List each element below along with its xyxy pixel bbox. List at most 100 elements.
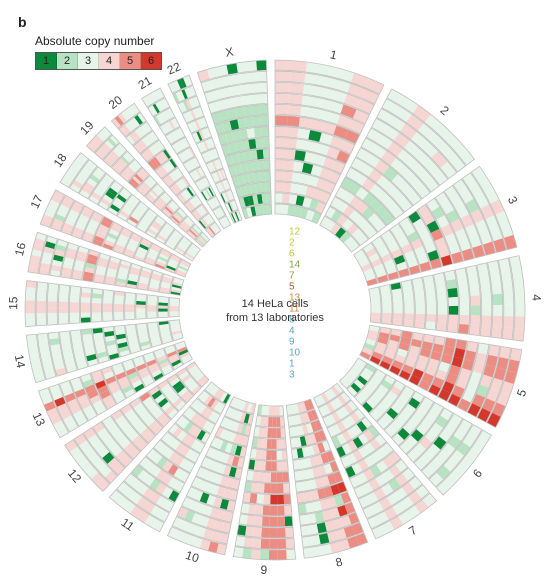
heat-cell <box>285 149 296 160</box>
chrom-label: 21 <box>136 73 155 92</box>
heat-cell <box>285 527 294 538</box>
heat-cell <box>437 298 447 307</box>
heat-cell <box>470 295 481 305</box>
heat-cell <box>272 417 276 427</box>
heat-cell <box>288 105 302 116</box>
heat-cell <box>48 289 59 296</box>
heat-cell <box>261 527 269 537</box>
heat-cell <box>269 528 277 538</box>
heat-cell <box>425 291 436 300</box>
heat-cell <box>415 314 425 322</box>
heat-cell <box>125 300 135 304</box>
heat-cell <box>480 284 491 295</box>
heat-cell <box>276 406 280 416</box>
heat-cell <box>258 82 267 93</box>
chrom-label: 4 <box>529 294 543 302</box>
heat-cell <box>251 105 260 116</box>
heat-cell <box>492 294 503 305</box>
heat-cell <box>275 204 282 214</box>
heat-cell <box>448 315 459 324</box>
heat-cell <box>250 94 259 105</box>
heat-cell <box>289 83 304 94</box>
heat-cell <box>393 301 403 308</box>
heat-cell <box>275 138 286 148</box>
heat-cell <box>260 461 266 471</box>
heat-cell <box>271 472 277 482</box>
heat-cell <box>404 300 414 307</box>
heat-cell <box>80 308 90 313</box>
heat-cell <box>275 104 288 114</box>
ring-label: 5 <box>289 282 295 293</box>
heat-cell <box>25 307 35 314</box>
heat-cell <box>256 60 266 71</box>
center-text: 14 HeLa cells <box>242 298 309 310</box>
heat-cell <box>276 439 281 449</box>
heat-cell <box>436 289 447 298</box>
heat-cell <box>257 483 264 494</box>
heat-cell <box>272 439 277 449</box>
chrom-label: 16 <box>12 241 29 258</box>
heat-cell <box>246 61 257 72</box>
heat-cell <box>36 301 46 307</box>
heat-cell <box>278 550 287 560</box>
heat-cell <box>258 472 265 483</box>
chrom-label: 8 <box>334 554 344 569</box>
heat-cell <box>265 171 271 181</box>
heat-cell <box>259 93 268 104</box>
heat-cell <box>91 308 101 313</box>
heat-cell <box>437 314 447 323</box>
heat-cell <box>92 293 102 298</box>
chrom-label: 19 <box>77 118 97 138</box>
heat-cell <box>265 461 271 471</box>
heat-cell <box>447 288 458 298</box>
heat-cell <box>58 302 68 308</box>
heat-cell <box>514 316 525 329</box>
heat-cell <box>281 204 288 215</box>
heat-cell <box>286 538 295 549</box>
heat-cell <box>426 298 436 306</box>
heat-cell <box>286 549 295 560</box>
heat-cell <box>471 305 481 315</box>
heat-cell <box>437 306 447 314</box>
heat-cell <box>70 291 80 297</box>
heat-cell <box>260 115 268 125</box>
heat-cell <box>260 549 269 559</box>
heat-cell <box>393 307 403 313</box>
heat-cell <box>275 93 289 103</box>
heat-cell <box>261 538 270 548</box>
heat-cell <box>482 305 492 316</box>
heat-cell <box>251 482 258 493</box>
chrom-label: 17 <box>27 193 45 211</box>
heat-cell <box>245 117 254 128</box>
heat-cell <box>25 294 35 301</box>
heat-cell <box>147 312 157 316</box>
heat-cell <box>80 313 90 318</box>
heat-cell <box>248 72 258 83</box>
heat-cell <box>285 516 293 527</box>
heat-cell <box>125 308 135 312</box>
heat-cell <box>92 298 102 303</box>
heat-cell <box>269 550 278 560</box>
heat-cell <box>265 182 270 192</box>
heat-cell <box>283 171 293 182</box>
chrom-label: 2 <box>438 103 452 118</box>
heat-cell <box>458 287 469 297</box>
heat-cell <box>169 306 179 309</box>
heat-cell <box>81 292 91 298</box>
heat-cell <box>37 288 48 295</box>
heat-cell <box>255 505 263 516</box>
heat-cell <box>514 292 525 304</box>
heat-cell <box>382 307 392 313</box>
heat-cell <box>426 306 436 314</box>
heat-cell <box>300 525 310 536</box>
heat-cell <box>513 328 524 341</box>
chrom-label: 18 <box>51 151 70 170</box>
heat-cell <box>267 428 272 438</box>
ring-label: 3 <box>289 370 295 381</box>
heat-cell <box>271 461 277 471</box>
heat-cell <box>255 138 263 149</box>
heat-cell <box>114 304 124 308</box>
chrom-label: 12 <box>65 466 85 485</box>
heat-cell <box>447 323 458 333</box>
heat-cell <box>491 326 502 338</box>
